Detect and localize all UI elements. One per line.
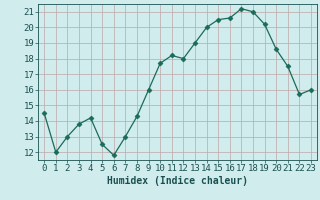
X-axis label: Humidex (Indice chaleur): Humidex (Indice chaleur) bbox=[107, 176, 248, 186]
